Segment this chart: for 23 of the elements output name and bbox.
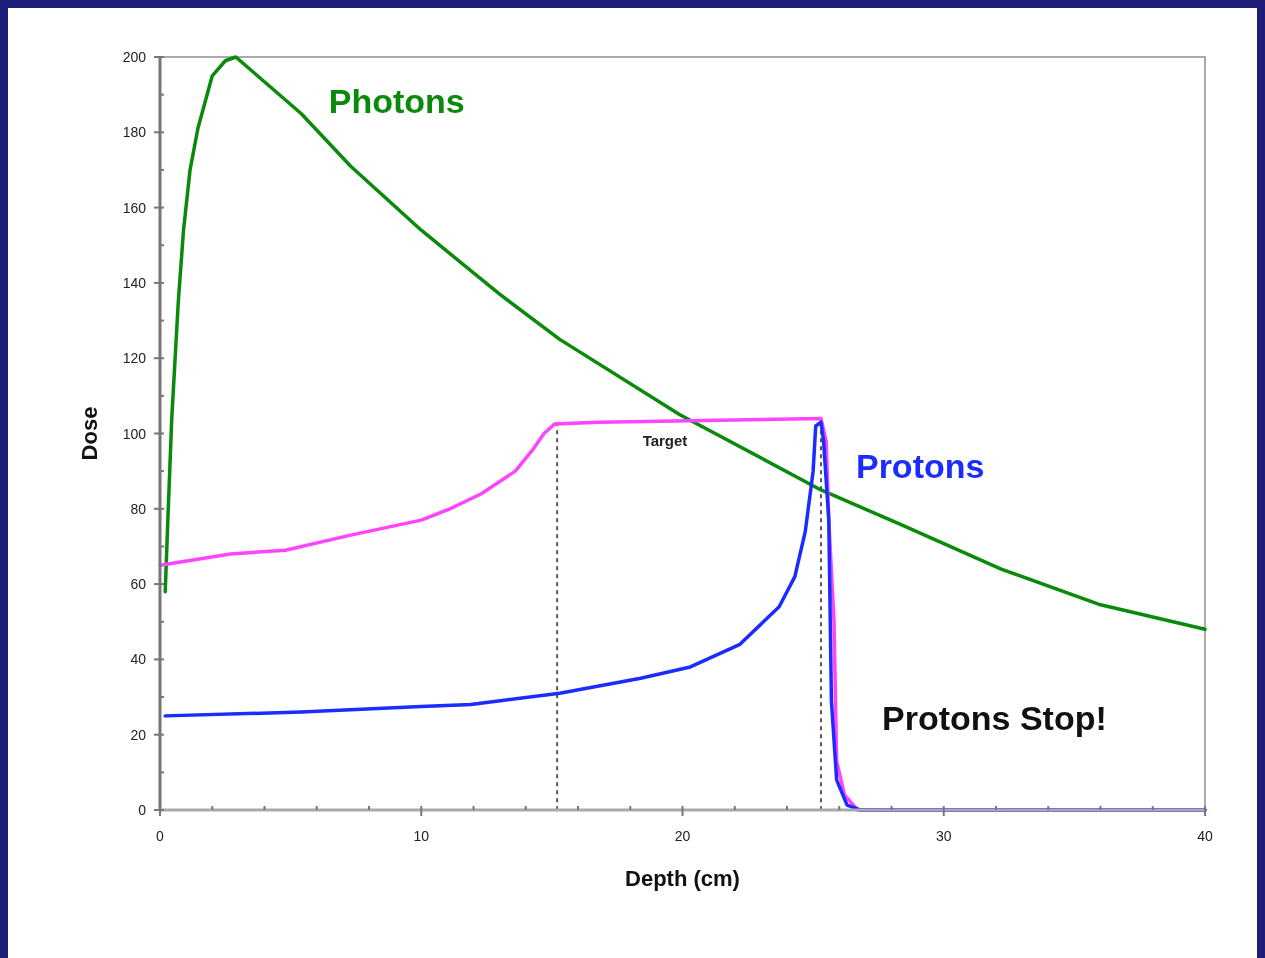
line-series xyxy=(163,55,1207,632)
y-axis-title: Dose xyxy=(77,406,102,461)
x-tick-label: 20 xyxy=(674,828,691,844)
y-tick-label: 80 xyxy=(130,500,147,517)
x-tick-label: 0 xyxy=(156,828,165,844)
series-label: Photons xyxy=(328,82,465,120)
y-tick-label: 100 xyxy=(122,425,147,442)
series-label: Protons xyxy=(855,447,985,486)
y-tick-label: 160 xyxy=(122,199,147,216)
x-tick-label: 40 xyxy=(1197,828,1213,844)
y-tick-label: 120 xyxy=(122,350,147,367)
annotation: Protons Stop! xyxy=(882,699,1107,737)
y-tick-label: 140 xyxy=(122,274,147,291)
y-tick-label: 40 xyxy=(130,651,147,668)
x-tick-label: 10 xyxy=(413,828,430,844)
y-tick-label: 200 xyxy=(122,49,147,65)
y-tick-label: 180 xyxy=(122,124,147,141)
y-tick-label: 20 xyxy=(130,726,147,743)
annotation: Target xyxy=(642,432,688,449)
x-tick-label: 30 xyxy=(935,828,952,844)
x-axis-title: Depth (cm) xyxy=(625,866,740,891)
y-tick-label: 60 xyxy=(130,576,147,593)
y-tick-label: 0 xyxy=(138,802,147,818)
